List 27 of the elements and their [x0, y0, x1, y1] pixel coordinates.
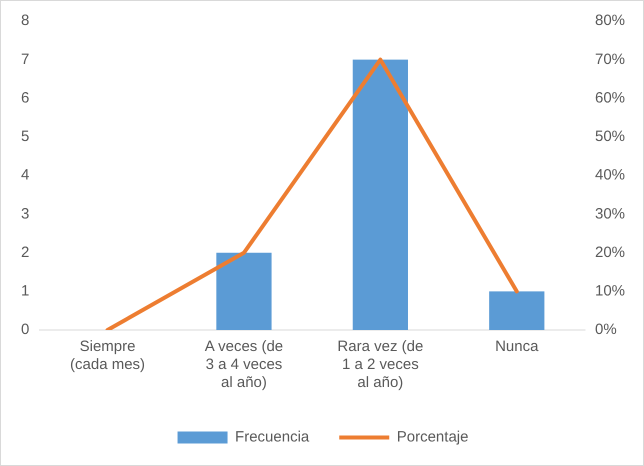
y-tick-label: 0	[21, 321, 30, 338]
x-tick-label: A veces (de 3 a 4 veces al año)	[204, 338, 284, 392]
y-tick-label: 8	[21, 12, 30, 30]
y-tick-label: 7	[21, 50, 30, 68]
y-tick-label: 6	[21, 89, 30, 106]
x-tick-label: Siempre (cada mes)	[70, 338, 146, 374]
x-tick-label: Rara vez (de 1 a 2 veces al año)	[337, 338, 424, 392]
y2-tick-label: 0%	[594, 321, 617, 338]
y2-tick-label: 50%	[594, 128, 626, 146]
y-tick-label: 3	[21, 205, 30, 222]
legend-label: Porcentaje	[396, 428, 468, 446]
y-tick-label: 5	[21, 128, 30, 146]
legend-label: Frecuencia	[235, 428, 310, 446]
y-tick-label: 2	[21, 244, 30, 261]
bar	[352, 60, 408, 330]
y2-tick-label: 80%	[594, 12, 626, 30]
y2-tick-label: 40%	[594, 166, 626, 184]
y2-tick-label: 10%	[594, 282, 626, 300]
y-tick-label: 1	[21, 282, 30, 300]
bar	[216, 252, 272, 330]
y2-tick-label: 70%	[594, 50, 626, 68]
x-tick-label: Nunca	[495, 338, 540, 356]
y-tick-label: 4	[21, 166, 30, 184]
y2-tick-label: 60%	[594, 89, 626, 106]
bar	[489, 291, 544, 330]
y2-tick-label: 20%	[594, 244, 626, 261]
y2-tick-label: 30%	[594, 205, 626, 222]
